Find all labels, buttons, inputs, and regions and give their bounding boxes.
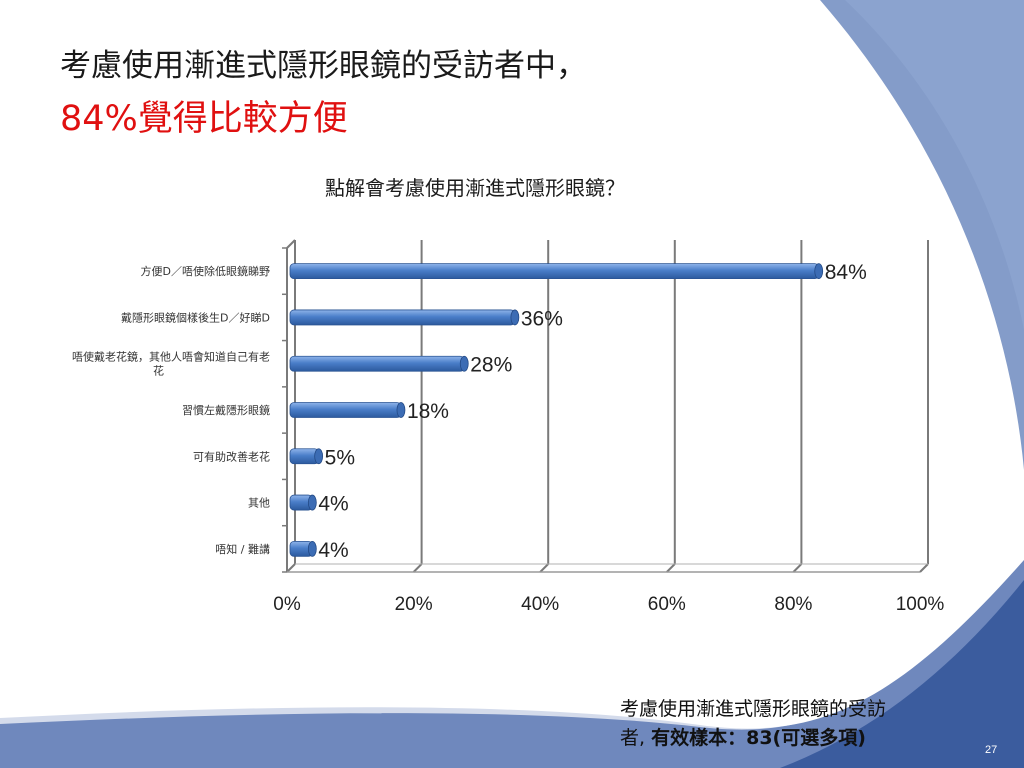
- label-layer: 0% 20% 40% 60% 80% 100% 84% 方便D／唔使除低眼鏡睇野 36% 戴隱形眼…: [72, 261, 944, 615]
- value-label-3: 18%: [407, 400, 449, 423]
- bar-0: [289, 263, 820, 280]
- category-label-3-0: 習慣左戴隱形眼鏡: [182, 403, 270, 417]
- x-tick-label-3: 60%: [648, 594, 686, 615]
- slide-title-line1: 考慮使用漸進式隱形眼鏡的受訪者中，: [60, 48, 587, 84]
- gridline-foot-1: [412, 563, 423, 573]
- gridline-foot-3: [666, 563, 676, 573]
- x-tick-label-0: 0%: [273, 594, 301, 615]
- value-label-4: 5%: [325, 446, 355, 469]
- bar-layer: [289, 263, 824, 557]
- chart-title: 點解會考慮使用漸進式隱形眼鏡？: [325, 176, 625, 200]
- sample-note: 考慮使用漸進式隱形眼鏡的受訪 者, 有效樣本：83(可選多項): [620, 695, 985, 753]
- background-wave-white-gap: [0, 704, 830, 730]
- background-wave-lower-dark: [780, 580, 1024, 768]
- bar-end-cap-5: [307, 494, 317, 511]
- bar-end-cap-6: [307, 540, 317, 557]
- value-label-2: 28%: [470, 354, 512, 377]
- bar-2: [289, 355, 465, 372]
- page-number: 27: [985, 744, 998, 756]
- category-label-1-0: 戴隱形眼鏡個樣後生D／好睇D: [121, 310, 270, 324]
- bar-end-cap-2: [459, 355, 469, 372]
- category-label-2-1: 花: [153, 365, 164, 378]
- note-sample-size: 有效樣本：83(可選多項): [651, 727, 866, 749]
- category-label-6-0: 唔知 / 難講: [215, 542, 270, 556]
- bar-end-cap-0: [814, 263, 824, 280]
- gridline-foot-5: [919, 563, 929, 573]
- value-label-0: 84%: [825, 261, 867, 284]
- gridline-foot-4: [792, 563, 803, 573]
- gridline-foot-0: [286, 563, 296, 573]
- slide-title-line2: 84%覺得比較方便: [60, 99, 348, 139]
- bar-end-cap-4: [314, 448, 324, 465]
- note-line2-prefix: 者,: [620, 727, 652, 749]
- category-label-5-0: 其他: [248, 497, 270, 510]
- category-label-0-0: 方便D／唔使除低眼鏡睇野: [141, 264, 270, 278]
- value-label-5: 4%: [318, 493, 348, 516]
- background-wave-upper-light: [845, 0, 1024, 330]
- y-axis-top-edge: [286, 239, 296, 249]
- value-label-6: 4%: [318, 539, 348, 562]
- bar-3: [289, 402, 402, 418]
- x-tick-label-4: 80%: [774, 594, 812, 615]
- x-tick-label-1: 20%: [395, 594, 433, 615]
- bar-1: [289, 309, 516, 326]
- category-label-4-0: 可有助改善老花: [193, 449, 270, 463]
- note-line1: 考慮使用漸進式隱形眼鏡的受訪: [620, 698, 887, 720]
- x-tick-label-5: 100%: [896, 594, 945, 615]
- x-tick-label-2: 40%: [521, 594, 559, 615]
- gridline-foot-2: [539, 563, 549, 573]
- background-wave-lower: [0, 560, 1024, 768]
- grid-layer: [282, 239, 929, 573]
- category-label-2-0: 唔使戴老花鏡，其他人唔會知道自己有老: [72, 350, 270, 364]
- bar-end-cap-3: [396, 402, 406, 418]
- value-label-1: 36%: [521, 307, 563, 330]
- note-line2: 者, 有效樣本：83(可選多項): [620, 724, 985, 753]
- bar-end-cap-1: [510, 309, 520, 326]
